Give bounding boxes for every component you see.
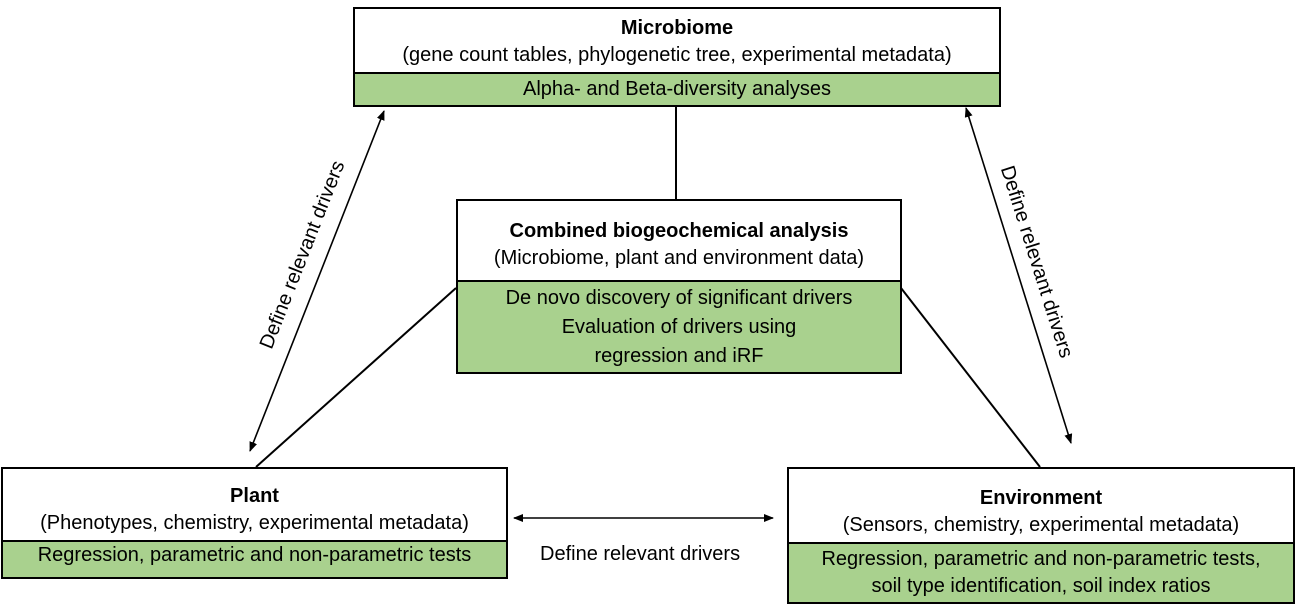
environment-subtitle: (Sensors, chemistry, experimental metada… (842, 514, 1240, 536)
combined-subtitle: (Microbiome, plant and environment data) (493, 247, 865, 269)
combined-analysis: De novo discovery of significant drivers… (458, 280, 900, 372)
plant-subtitle: (Phenotypes, chemistry, experimental met… (40, 512, 469, 534)
environment-header: Environment (Sensors, chemistry, experim… (789, 469, 1293, 542)
combined-header: Combined biogeochemical analysis (Microb… (458, 201, 900, 280)
arrow-microbiome-environment (964, 107, 1073, 444)
microbiome-node: Microbiome (gene count tables, phylogene… (353, 7, 1001, 107)
microbiome-analysis: Alpha- and Beta-diversity analyses (355, 72, 999, 105)
environment-analysis-line: soil type identification, soil index rat… (871, 575, 1211, 597)
environment-analysis-line: Regression, parametric and non-parametri… (821, 548, 1261, 570)
link-combined-environment (900, 287, 1041, 468)
plant-analysis-line: Regression, parametric and non-parametri… (37, 544, 472, 566)
arrow-microbiome-plant (249, 110, 385, 452)
microbiome-header: Microbiome (gene count tables, phylogene… (355, 9, 999, 72)
environment-node: Environment (Sensors, chemistry, experim… (787, 467, 1295, 604)
combined-analysis-line: regression and iRF (594, 345, 764, 367)
microbiome-title: Microbiome (620, 17, 734, 39)
combined-title: Combined biogeochemical analysis (509, 220, 849, 242)
microbiome-subtitle: (gene count tables, phylogenetic tree, e… (402, 44, 952, 66)
plant-node: Plant (Phenotypes, chemistry, experiment… (1, 467, 508, 579)
plant-analysis: Regression, parametric and non-parametri… (3, 540, 506, 577)
plant-header: Plant (Phenotypes, chemistry, experiment… (3, 469, 506, 540)
plant-title: Plant (230, 485, 279, 507)
edge-label-bottom: Define relevant drivers (540, 543, 741, 565)
microbiome-analysis-line: Alpha- and Beta-diversity analyses (523, 78, 831, 100)
combined-analysis-line: De novo discovery of significant drivers (505, 287, 853, 309)
combined-analysis-line: Evaluation of drivers using (561, 316, 797, 338)
combined-node: Combined biogeochemical analysis (Microb… (456, 199, 902, 374)
environment-analysis: Regression, parametric and non-parametri… (789, 542, 1293, 602)
environment-title: Environment (979, 487, 1103, 509)
